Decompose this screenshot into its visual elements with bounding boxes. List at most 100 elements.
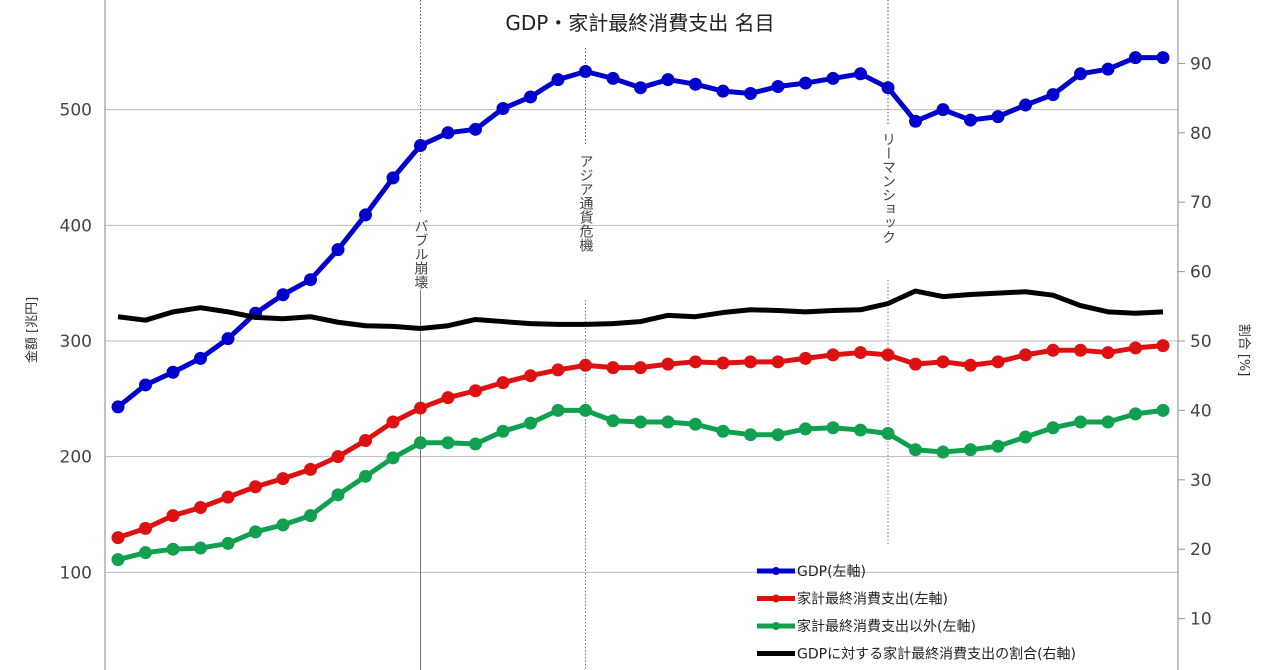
data-point (441, 126, 455, 140)
data-point (1074, 415, 1087, 429)
data-point (716, 84, 730, 98)
right-tick-label: 10 (1190, 610, 1212, 630)
data-point (799, 351, 812, 365)
series-0 (111, 51, 1170, 414)
data-point (331, 243, 345, 257)
data-point (524, 416, 537, 430)
data-point (221, 332, 235, 346)
data-point (469, 122, 482, 136)
data-point (386, 451, 400, 465)
data-point (606, 414, 620, 428)
data-point (414, 139, 427, 153)
data-point (221, 536, 235, 550)
data-point (606, 361, 620, 375)
data-point (744, 428, 757, 442)
data-point (854, 346, 867, 360)
data-point (524, 90, 537, 104)
data-point (744, 86, 757, 100)
chart-title: GDP・家計最終消費支出 名目 (505, 11, 774, 35)
data-point (331, 450, 345, 464)
left-tick-label: 200 (60, 448, 92, 468)
data-point (304, 462, 317, 476)
data-point (194, 501, 207, 515)
data-point (166, 509, 180, 523)
data-point (496, 424, 510, 438)
data-point (771, 355, 785, 369)
data-point (551, 403, 565, 417)
data-point (304, 509, 317, 523)
data-point (1074, 343, 1087, 357)
series-3 (117, 288, 1164, 332)
data-point (1101, 62, 1115, 76)
data-point (359, 433, 372, 447)
right-tick-label: 100 (1190, 0, 1222, 5)
data-point (194, 541, 207, 555)
data-point (661, 73, 675, 87)
data-point (661, 415, 675, 429)
data-point (1019, 98, 1032, 112)
data-point (579, 64, 592, 78)
data-point (496, 102, 510, 116)
data-point (716, 356, 730, 370)
data-point (826, 348, 840, 362)
data-point (194, 351, 207, 365)
data-point (1046, 88, 1060, 102)
data-point (441, 391, 455, 405)
right-tick-label: 50 (1190, 332, 1212, 352)
data-point (469, 437, 482, 451)
legend-label: GDP(左軸) (797, 564, 866, 580)
left-tick-label: 300 (60, 332, 92, 352)
data-point (1129, 341, 1142, 355)
data-point (964, 358, 977, 372)
data-point (634, 361, 647, 375)
data-point (359, 208, 372, 222)
data-point (1046, 343, 1060, 357)
data-point (826, 71, 840, 85)
left-axis-title: 金額 [兆円] (24, 297, 40, 363)
data-point (881, 81, 895, 95)
data-point (386, 171, 400, 185)
right-tick-label: 80 (1190, 124, 1212, 144)
data-point (1046, 421, 1060, 435)
series-line (117, 407, 1164, 563)
data-point (1101, 415, 1115, 429)
data-point (909, 443, 922, 457)
legend-label: GDPに対する家計最終消費支出の割合(右軸) (797, 646, 1076, 663)
data-point (221, 490, 235, 504)
event-label: リーマンショック (880, 132, 896, 244)
data-point (276, 472, 290, 486)
legend: GDP(左軸) 家計最終消費支出(左軸) 家計最終消費支出以外(左軸) GDPに対する… (757, 564, 1076, 663)
data-point (689, 77, 702, 91)
data-point (716, 424, 730, 438)
legend-label: 家計最終消費支出以外(左軸) (797, 618, 976, 635)
data-point (991, 110, 1005, 124)
data-point (469, 384, 482, 398)
data-point (414, 401, 427, 415)
data-point (139, 546, 152, 560)
gridlines (105, 109, 1178, 573)
data-point (1129, 407, 1142, 421)
data-point (139, 378, 152, 392)
left-tick-label: 100 (60, 563, 92, 583)
data-point (249, 525, 262, 539)
data-point (414, 436, 427, 450)
data-point (1156, 403, 1170, 417)
data-point (359, 469, 372, 483)
data-point (1156, 339, 1170, 353)
left-tick-label: 400 (60, 216, 92, 236)
series-lines (111, 51, 1170, 567)
left-tick-label: 500 (60, 101, 92, 121)
left-tick-label: 600 (60, 0, 92, 5)
data-point (166, 365, 180, 379)
data-point (551, 363, 565, 377)
data-point (991, 439, 1005, 453)
data-point (799, 422, 812, 436)
data-point (1074, 67, 1087, 81)
legend-marker (772, 594, 780, 603)
data-point (634, 81, 647, 95)
legend-label: 家計最終消費支出(左軸) (797, 591, 948, 608)
data-point (139, 521, 152, 535)
series-1 (111, 339, 1170, 545)
data-point (689, 417, 702, 431)
